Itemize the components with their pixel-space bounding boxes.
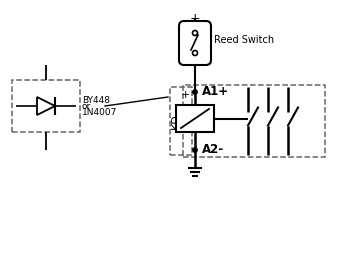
Text: 1N4007: 1N4007 (82, 108, 117, 116)
Bar (12, 80, 80, 132)
Bar (170, 87, 192, 155)
Text: +: + (180, 90, 190, 100)
Text: Reed Switch: Reed Switch (214, 35, 274, 45)
Bar (176, 105, 214, 132)
Text: BY448: BY448 (82, 95, 110, 104)
Circle shape (193, 90, 197, 94)
Circle shape (193, 148, 197, 152)
Text: A2-: A2- (202, 143, 224, 155)
Text: or: or (82, 102, 91, 111)
Text: A1+: A1+ (202, 85, 229, 97)
FancyBboxPatch shape (179, 21, 211, 65)
Bar (183, 85, 325, 157)
Text: +: + (190, 12, 200, 25)
Text: KD: KD (171, 113, 181, 129)
